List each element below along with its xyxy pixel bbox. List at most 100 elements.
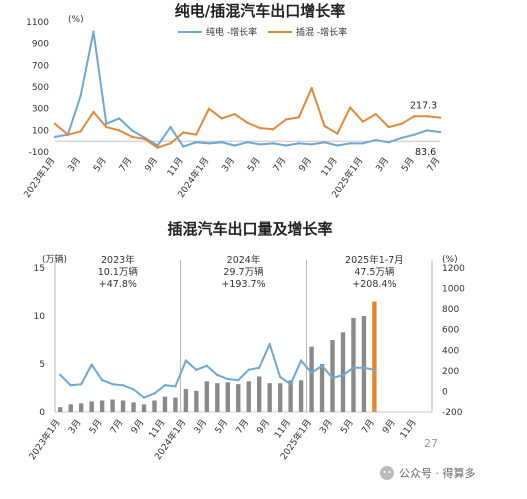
chart2-bar (361, 316, 367, 412)
chart1-point-pure-ev (413, 133, 416, 136)
chart2-xtick-label: 5月 (338, 417, 355, 435)
chart2-xtick-label: 11月 (272, 417, 293, 440)
chart2-ytick-right-label: 600 (442, 326, 459, 336)
chart2-ytick-right-label: 800 (442, 305, 459, 315)
chart2-growth-point (289, 383, 292, 386)
chart2-bar (246, 381, 251, 412)
chart1-ytick-label: 300 (32, 105, 49, 115)
chart1-point-phev (233, 112, 236, 116)
chart1-point-phev (130, 135, 134, 139)
chart2-growth-point (79, 383, 83, 386)
chart1-point-pure-ev (374, 138, 378, 142)
page-number: 27 (424, 437, 438, 450)
chart1-point-phev (400, 122, 403, 126)
chart2-bar (330, 340, 335, 412)
chart2-xtick-label: 11月 (147, 417, 168, 440)
chart1-point-pure-ev (323, 141, 326, 144)
chart2-bar (110, 399, 115, 412)
chart2-ytick-right-label: 400 (442, 346, 459, 356)
chart2-growth-point (205, 364, 209, 367)
chart1-point-phev (336, 132, 339, 135)
chart1-point-phev (143, 137, 147, 141)
chart2-xtick-label: 7月 (234, 417, 251, 435)
chart2-y-right-unit: (%) (442, 255, 458, 265)
chart1-point-pure-ev (361, 142, 365, 145)
chart1-xtick-label: 7月 (425, 155, 442, 173)
chart1-point-pure-ev (182, 145, 185, 148)
chart1-data-label-phev: 217.3 (410, 101, 437, 112)
chart2-bar (298, 380, 304, 412)
chart2-y-left-unit: (万辆) (42, 253, 67, 265)
chart1-point-pure-ev (130, 129, 134, 132)
chart1-point-pure-ev (336, 144, 339, 147)
chart1-point-phev (220, 117, 224, 120)
wechat-logo-icon (380, 466, 394, 480)
chart1-point-pure-ev (117, 117, 121, 120)
chart2-xtick-label: 3月 (318, 417, 335, 435)
chart2-bar (319, 364, 325, 412)
chart2-ytick-right-label: 0 (442, 387, 448, 397)
chart1-ytick-label: 900 (32, 40, 49, 50)
chart2-ytick-left-label: 10 (34, 312, 46, 322)
chart2-annotation-line: +208.4% (352, 279, 396, 290)
chart1-point-phev (323, 124, 326, 128)
chart2-growth-point (310, 371, 313, 375)
chart2-growth-point (320, 364, 324, 367)
chart1-point-pure-ev (105, 122, 108, 126)
chart2-growth-point (69, 384, 72, 387)
chart1-point-phev (194, 133, 198, 136)
chart1-point-pure-ev (438, 130, 442, 134)
chart1-point-phev (425, 115, 429, 118)
chart1-xtick-label: 5月 (245, 155, 262, 173)
chart2-growth-point (216, 373, 219, 377)
chart1-point-phev (79, 130, 82, 133)
chart1-xtick-label: 3月 (220, 155, 237, 173)
chart1-point-phev (169, 142, 172, 145)
chart1-y-unit: (%) (68, 15, 84, 25)
chart2-xtick-label: 3月 (192, 417, 209, 435)
chart2-annotation-line: 29.7万辆 (223, 266, 264, 278)
chart2-bar (267, 383, 272, 412)
chart1-point-phev (413, 115, 416, 118)
chart2-growth-point (195, 368, 198, 372)
chart1-point-phev (297, 116, 301, 119)
chart1-point-phev (374, 112, 378, 116)
chart2-growth-point (174, 385, 177, 388)
chart1-point-phev (284, 118, 288, 121)
chart2-bar (194, 390, 199, 412)
chart1-point-pure-ev (284, 144, 288, 147)
chart1-point-phev (53, 122, 57, 126)
chart2-growth-point (247, 368, 250, 372)
chart2-bar (68, 404, 73, 412)
chart1-point-phev (207, 107, 211, 110)
chart1-point-pure-ev (310, 143, 313, 146)
chart1-point-pure-ev (207, 142, 211, 145)
chart2-growth-point (132, 388, 135, 391)
chart1-ytick-label: 500 (32, 83, 49, 93)
chart1-xtick-label: 9月 (297, 155, 314, 173)
chart1-point-phev (310, 86, 313, 90)
chart1-point-phev (66, 133, 70, 136)
chart1-point-pure-ev (425, 129, 429, 132)
chart1-point-phev (438, 116, 442, 119)
chart2-bar (152, 400, 157, 412)
chart2-xtick-label: 11月 (398, 417, 419, 440)
chart2-growth-point (59, 373, 62, 377)
chart2-bar (277, 383, 283, 412)
chart2-growth-point (352, 366, 355, 369)
chart1-xtick-label: 7月 (117, 155, 134, 173)
chart1-xtick-label: 9月 (143, 155, 160, 173)
chart2-growth-point (90, 363, 93, 366)
chart2-bar (236, 384, 241, 412)
chart1-point-pure-ev (79, 94, 82, 97)
chart2-bar (141, 404, 147, 412)
wechat-logo-eye (388, 471, 391, 473)
chart1-title: 纯电/插混汽车出口增长率 (175, 2, 345, 20)
chart1-ytick-label: 100 (32, 126, 49, 136)
chart1-xtick-label: 2023年1月 (21, 155, 58, 200)
chart1-point-pure-ev (297, 142, 301, 145)
chart2-growth-point (268, 342, 271, 346)
chart2-bar (340, 332, 346, 412)
